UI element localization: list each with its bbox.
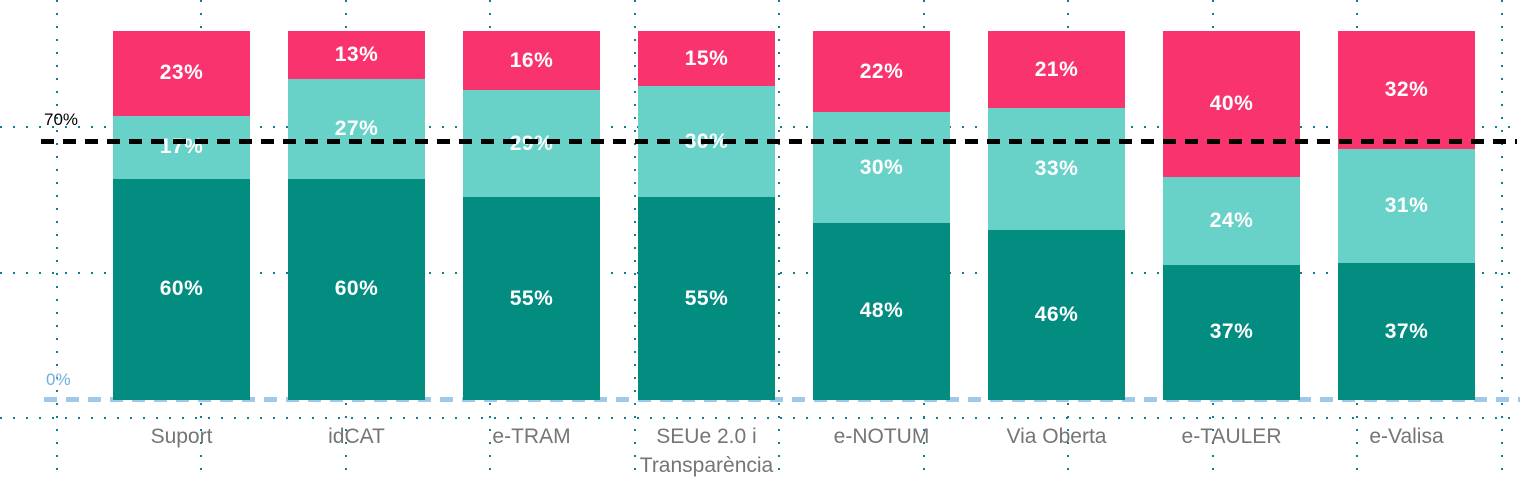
bar-stack: 13% 27% 60%	[288, 31, 425, 400]
bar-value-label: 33%	[1034, 157, 1079, 181]
bar-value-label: 23%	[159, 61, 204, 85]
bar-value-label: 40%	[1209, 92, 1254, 116]
bar-value-label: 37%	[1209, 320, 1254, 344]
bar-segment-bottom[interactable]: 37%	[1163, 264, 1300, 400]
grid-line-vertical	[55, 0, 58, 472]
grid-line-horizontal	[0, 417, 1520, 419]
bar-value-label: 16%	[509, 48, 554, 72]
bar-value-label: 55%	[509, 286, 554, 310]
bar-segment-top[interactable]: 13%	[288, 31, 425, 79]
bar-segment-top[interactable]: 40%	[1163, 31, 1300, 178]
bar-value-label: 13%	[334, 42, 379, 66]
category-label: e-Valisa	[1369, 425, 1444, 448]
bar-value-label: 55%	[684, 286, 729, 310]
bar-segment-middle[interactable]: 33%	[988, 108, 1125, 231]
bar-segment-bottom[interactable]: 60%	[113, 178, 250, 400]
bar-stack: 40% 24% 37%	[1163, 31, 1300, 400]
reference-line-0	[44, 397, 1520, 402]
category-label: e-TAULER	[1181, 425, 1282, 448]
reference-line-70-label: 70%	[44, 110, 79, 129]
bar-value-label: 21%	[1034, 57, 1079, 81]
bar-value-label: 24%	[1209, 208, 1254, 232]
bar-value-label: 31%	[1384, 194, 1429, 218]
bar-value-label: 60%	[334, 277, 379, 301]
bar-stack: 21% 33% 46%	[988, 31, 1125, 400]
bar-stack: 22% 30% 48%	[813, 31, 950, 400]
bar-stack: 23% 17% 60%	[113, 31, 250, 400]
bar-segment-bottom[interactable]: 60%	[288, 178, 425, 400]
bar-value-label: 27%	[334, 116, 379, 140]
category-label: e-TRAM	[492, 425, 571, 448]
bar-segment-bottom[interactable]: 48%	[813, 222, 950, 400]
bar-segment-bottom[interactable]: 46%	[988, 230, 1125, 400]
grid-line-vertical	[778, 0, 780, 472]
bar-segment-top[interactable]: 23%	[113, 31, 250, 116]
category-label: Suport	[150, 425, 213, 448]
bar-segment-bottom[interactable]: 55%	[463, 197, 600, 400]
reference-line-70	[41, 139, 1517, 144]
bar-value-label: 15%	[684, 46, 729, 70]
bar-value-label: 48%	[859, 299, 904, 323]
category-label: Via Oberta	[1006, 425, 1107, 448]
bar-value-label: 30%	[859, 155, 904, 179]
bar-segment-bottom[interactable]: 37%	[1338, 263, 1475, 400]
bar-stack: 32% 31% 37%	[1338, 31, 1475, 400]
bar-value-label: 32%	[1384, 78, 1429, 102]
bar-segment-top[interactable]: 16%	[463, 31, 600, 91]
bar-segment-top[interactable]: 21%	[988, 31, 1125, 109]
bar-segment-top[interactable]: 32%	[1338, 31, 1475, 150]
category-label: SEUe 2.0 i Transparència	[639, 425, 774, 477]
bar-segment-middle[interactable]: 27%	[288, 78, 425, 179]
bar-value-label: 22%	[859, 59, 904, 83]
grid-line-vertical	[633, 0, 636, 472]
bar-value-label: 37%	[1384, 319, 1429, 343]
bar-value-label: 46%	[1034, 303, 1079, 327]
bar-value-label: 60%	[159, 277, 204, 301]
bar-segment-middle[interactable]: 24%	[1163, 177, 1300, 265]
reference-line-0-label: 0%	[46, 370, 71, 389]
grid-line-vertical	[1500, 0, 1503, 472]
bar-segment-middle[interactable]: 30%	[813, 112, 950, 223]
bar-segment-top[interactable]: 22%	[813, 31, 950, 113]
category-label: e-NOTUM	[833, 425, 930, 448]
bar-segment-middle[interactable]: 31%	[1338, 149, 1475, 264]
bar-segment-bottom[interactable]: 55%	[638, 197, 775, 400]
bar-segment-top[interactable]: 15%	[638, 31, 775, 87]
category-label: idCAT	[328, 425, 385, 448]
